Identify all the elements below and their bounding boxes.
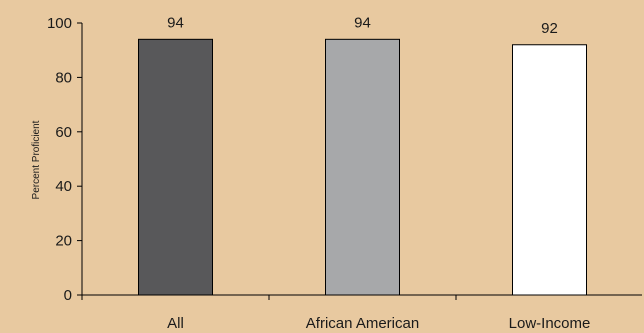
y-axis: 0 20 40 60 80 100 (47, 15, 83, 304)
y-tick-label: 60 (55, 124, 72, 141)
y-tick-label: 80 (55, 69, 72, 86)
x-tick-label: Low-Income (509, 315, 591, 332)
data-label: 94 (167, 14, 184, 31)
bar-all (138, 38, 213, 296)
bar-african-american (325, 38, 400, 296)
data-label: 92 (541, 20, 558, 37)
y-tick-label: 0 (64, 287, 72, 304)
bar-low-income (512, 44, 587, 296)
x-tick-label: African American (306, 315, 419, 332)
x-tick-label: All (167, 315, 184, 332)
y-tick-label: 100 (47, 15, 72, 32)
category-labels-group: All African American Low-Income (167, 315, 590, 332)
x-axis (81, 294, 642, 300)
value-labels-group: 94 94 92 (167, 14, 558, 36)
y-tick-label: 40 (55, 178, 72, 195)
y-tick-label: 20 (55, 233, 72, 250)
data-label: 94 (354, 14, 371, 31)
bars-group (138, 38, 587, 296)
y-axis-title: Percent Proficient (31, 120, 42, 199)
